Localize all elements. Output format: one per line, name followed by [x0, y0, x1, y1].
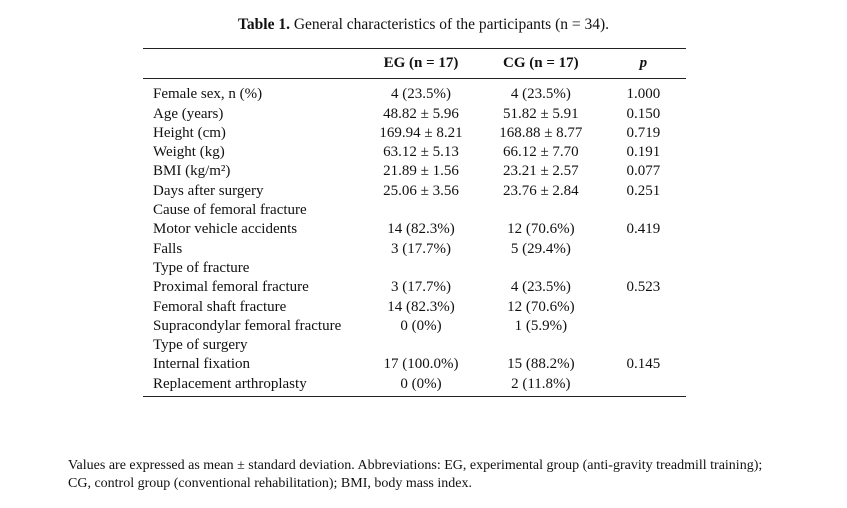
row-p-value	[601, 336, 686, 355]
row-cg-value: 23.21 ± 2.57	[502, 163, 579, 180]
row-eg-value: 169.94 ± 8.21	[379, 124, 463, 141]
table-row: Type of fracture	[143, 259, 686, 278]
row-label: Female sex, n (%)	[153, 86, 263, 103]
row-p-value: 0.419	[626, 221, 661, 238]
row-p-value: 0.251	[626, 182, 661, 199]
row-cg-value: 15 (88.2%)	[507, 356, 575, 373]
row-label: Type of fracture	[153, 259, 250, 276]
row-label: Motor vehicle accidents	[153, 221, 298, 238]
row-eg-value: 17 (100.0%)	[383, 356, 459, 373]
row-p-value: 0.523	[626, 279, 661, 296]
row-p-value: 0.150	[626, 105, 661, 122]
row-eg-value: 14 (82.3%)	[387, 298, 455, 315]
row-cg-value: 4 (23.5%)	[510, 279, 571, 296]
row-cg-value: 12 (70.6%)	[507, 298, 575, 315]
row-p-value	[600, 374, 686, 398]
table-row: BMI (kg/m²) 21.89 ± 1.56 23.21 ± 2.57 0.077	[143, 162, 686, 181]
row-p-value: 0.077	[626, 163, 661, 180]
row-cg-value: 2 (11.8%)	[480, 374, 601, 398]
header-variable	[143, 47, 362, 80]
row-label: Femoral shaft fracture	[153, 298, 287, 315]
characteristics-table: EG (n = 17) CG (n = 17) p Female sex, n …	[143, 47, 686, 398]
table-row: Supracondylar femoral fracture 0 (0%) 1 (5…	[143, 317, 686, 336]
row-p-value: 0.145	[626, 356, 661, 373]
table-row: Falls 3 (17.7%) 5 (29.4%)	[143, 240, 686, 259]
table-body: Female sex, n (%) 4 (23.5%) 4 (23.5%) 1.000…	[143, 79, 686, 398]
row-label: BMI (kg/m²)	[153, 163, 231, 180]
row-eg-value: 63.12 ± 5.13	[383, 144, 459, 161]
row-cg-value: 12 (70.6%)	[507, 221, 575, 238]
table-row: Female sex, n (%) 4 (23.5%) 4 (23.5%) 1.000	[143, 79, 686, 105]
row-label: Falls	[153, 240, 183, 257]
row-cg-value: 23.76 ± 2.84	[502, 182, 579, 199]
table-row: Internal fixation 17 (100.0%) 15 (88.2%) 0.…	[143, 355, 686, 374]
table-caption: Table 1. General characteristics of the …	[0, 16, 847, 34]
row-cg-value: 51.82 ± 5.91	[502, 105, 579, 122]
row-cg-value	[481, 336, 601, 355]
row-eg-value: 3 (17.7%)	[391, 279, 452, 296]
header-eg: EG (n = 17)	[361, 47, 481, 80]
table-footnote: Values are expressed as mean ± standard …	[68, 458, 763, 491]
row-label: Cause of femoral fracture	[153, 202, 307, 219]
row-eg-value: 3 (17.7%)	[391, 240, 452, 257]
row-p-value	[601, 240, 686, 259]
row-eg-value	[361, 336, 481, 355]
table-row: Days after surgery 25.06 ± 3.56 23.76 ± 2.…	[143, 182, 686, 201]
row-cg-value: 66.12 ± 7.70	[502, 144, 579, 161]
row-label: Replacement arthroplasty	[143, 374, 362, 398]
table-caption-label: Table 1.	[237, 16, 290, 33]
row-cg-value	[481, 201, 601, 220]
row-label: Days after surgery	[153, 182, 264, 199]
table-row: Height (cm) 169.94 ± 8.21 168.88 ± 8.77 0.7…	[143, 124, 686, 143]
row-eg-value: 14 (82.3%)	[387, 221, 455, 238]
table-row: Type of surgery	[143, 336, 686, 355]
row-eg-value	[361, 259, 481, 278]
row-p-value	[601, 201, 686, 220]
table-row: Weight (kg) 63.12 ± 5.13 66.12 ± 7.70 0.191	[143, 143, 686, 162]
header-cg: CG (n = 17)	[480, 47, 601, 80]
table-header-row: EG (n = 17) CG (n = 17) p	[143, 47, 686, 80]
table-row: Motor vehicle accidents 14 (82.3%) 12 (70.…	[143, 220, 686, 239]
row-p-value: 0.719	[626, 124, 661, 141]
table-row: Cause of femoral fracture	[143, 201, 686, 220]
row-eg-value	[361, 201, 481, 220]
row-p-value: 1.000	[626, 86, 661, 103]
row-cg-value: 5 (29.4%)	[510, 240, 571, 257]
row-cg-value: 1 (5.9%)	[514, 317, 568, 334]
row-p-value	[601, 259, 686, 278]
row-eg-value: 25.06 ± 3.56	[383, 182, 459, 199]
table-caption-text: General characteristics of the participa…	[293, 16, 610, 33]
header-p: p	[600, 47, 686, 80]
table-row: Age (years) 48.82 ± 5.96 51.82 ± 5.91 0.150	[143, 105, 686, 124]
row-label: Supracondylar femoral fracture	[153, 317, 342, 334]
row-label: Height (cm)	[153, 124, 226, 141]
table-row: Replacement arthroplasty 0 (0%) 2 (11.8%)	[143, 374, 686, 398]
row-eg-value: 0 (0%)	[400, 317, 442, 334]
row-label: Type of surgery	[153, 337, 248, 354]
table-row: Proximal femoral fracture 3 (17.7%) 4 (23.…	[143, 278, 686, 297]
row-p-value: 0.191	[626, 144, 661, 161]
row-eg-value: 0 (0%)	[361, 374, 481, 398]
row-eg-value: 48.82 ± 5.96	[383, 105, 459, 122]
row-p-value	[601, 298, 686, 317]
row-label: Proximal femoral fracture	[153, 279, 309, 296]
row-label: Weight (kg)	[153, 144, 225, 161]
row-label: Internal fixation	[153, 356, 251, 373]
row-eg-value: 4 (23.5%)	[391, 86, 452, 103]
row-cg-value	[481, 259, 601, 278]
row-p-value	[601, 317, 686, 336]
row-cg-value: 4 (23.5%)	[510, 86, 571, 103]
row-cg-value: 168.88 ± 8.77	[499, 124, 583, 141]
row-eg-value: 21.89 ± 1.56	[383, 163, 459, 180]
table-row: Femoral shaft fracture 14 (82.3%) 12 (70.6…	[143, 298, 686, 317]
row-label: Age (years)	[153, 105, 224, 122]
